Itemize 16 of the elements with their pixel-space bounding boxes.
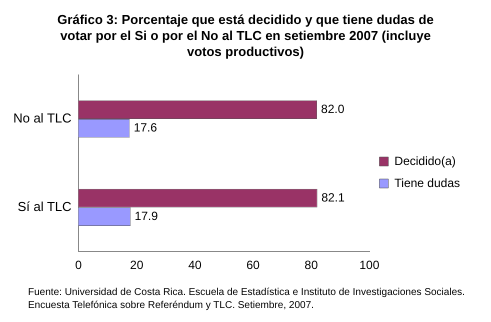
x-tick-label: 80 [304, 258, 318, 272]
x-tick-label: 20 [130, 258, 144, 272]
data-label: 82.0 [321, 102, 345, 116]
x-tick-label: 0 [75, 258, 82, 272]
data-label: 17.9 [134, 208, 158, 223]
chart-title: Gráfico 3: Porcentaje que está decidido y que tiene dudas de votar por el Si o por el No al TLC en setiembre 2007 (incluye votos productivos) [56, 12, 435, 60]
legend-label: Tiene dudas [394, 176, 460, 190]
data-label: 82.1 [321, 190, 346, 204]
x-tick-label: 40 [188, 258, 202, 272]
y-tick-label: No al TLC [13, 110, 72, 126]
x-tick-label: 60 [246, 258, 260, 272]
x-tick-label: 100 [359, 258, 380, 272]
legend-label: Decidido(a) [394, 154, 456, 168]
source-note: Fuente: Universidad de Costa Rica. Escuela de Estadística e Instituto de Investigaciones Sociales. Encuesta Telefónica sobre Referéndum y TLC. Setiembre, 2007. [28, 286, 466, 312]
data-label: 17.6 [134, 120, 158, 135]
y-tick-label: Sí al TLC [18, 198, 72, 214]
